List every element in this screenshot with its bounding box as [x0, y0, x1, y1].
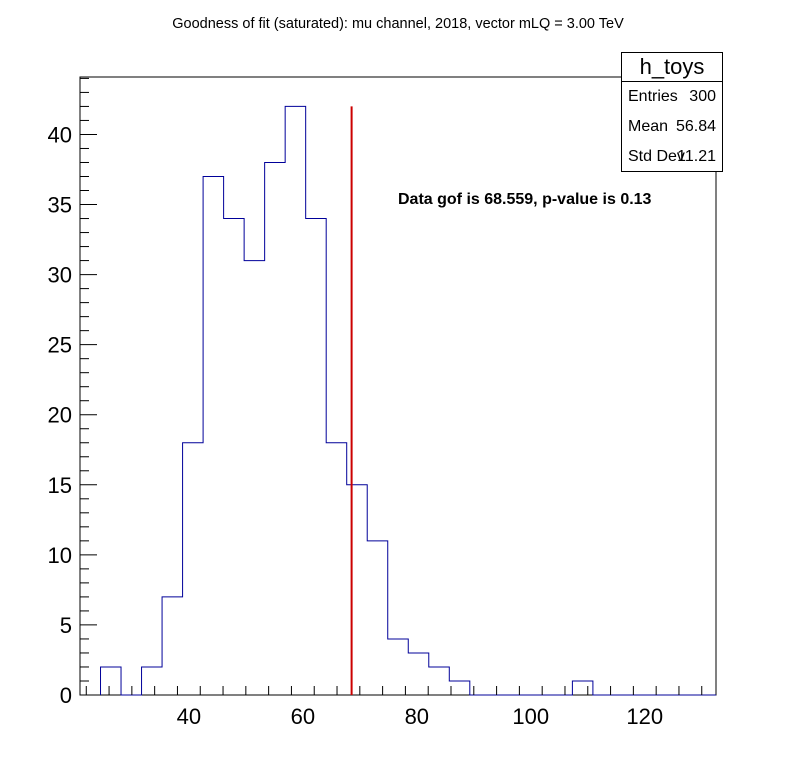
y-tick-label: 40: [48, 122, 72, 147]
plot-frame: [79, 76, 717, 696]
stats-value: 300: [689, 88, 716, 105]
histogram-bin: [101, 667, 122, 695]
stats-box-name: h_toys: [622, 53, 722, 82]
chart-title: Goodness of fit (saturated): mu channel,…: [172, 16, 624, 32]
stats-label: Std Dev: [628, 148, 685, 165]
stats-label: Entries: [628, 88, 678, 105]
stats-row-stddev: Std Dev 11.21: [622, 142, 722, 172]
stats-box: h_toys Entries 300 Mean 56.84 Std Dev 11…: [621, 52, 723, 172]
y-tick-label: 10: [48, 543, 72, 568]
histogram-outline: [100, 105, 716, 696]
y-tick-label: 25: [48, 333, 72, 358]
histogram-bin: [224, 219, 245, 695]
histogram-bin: [572, 681, 593, 695]
y-tick-label: 0: [60, 683, 72, 708]
y-tick-label: 35: [48, 193, 72, 218]
x-tick-label: 40: [177, 704, 201, 729]
histogram-bin: [429, 667, 450, 695]
histogram-bin: [244, 261, 265, 695]
stats-row-entries: Entries 300: [622, 82, 722, 112]
y-tick-label: 5: [60, 613, 72, 638]
histogram-bin: [449, 681, 470, 695]
histogram-bin: [367, 541, 388, 695]
stats-value: 11.21: [677, 148, 716, 165]
y-tick-label: 30: [48, 263, 72, 288]
histogram-bin: [142, 667, 163, 695]
gof-annotation: Data gof is 68.559, p-value is 0.13: [398, 191, 652, 208]
histogram-bin: [162, 597, 183, 695]
histogram-bin: [183, 443, 204, 695]
histogram-bin: [408, 653, 429, 695]
stats-row-mean: Mean 56.84: [622, 112, 722, 142]
histogram-bin: [203, 176, 224, 695]
y-tick-label: 15: [48, 473, 72, 498]
histogram-bin: [326, 443, 347, 695]
histogram-bin: [265, 162, 286, 695]
x-tick-label: 80: [405, 704, 429, 729]
y-tick-label: 20: [48, 403, 72, 428]
stats-value: 56.84: [675, 118, 716, 135]
x-tick-label: 120: [626, 704, 663, 729]
histogram-bin: [347, 485, 368, 695]
x-tick-label: 60: [291, 704, 315, 729]
x-tick-label: 100: [512, 704, 549, 729]
histogram-bin: [306, 219, 327, 695]
stats-label: Mean: [628, 118, 669, 135]
histogram-bin: [285, 106, 306, 695]
